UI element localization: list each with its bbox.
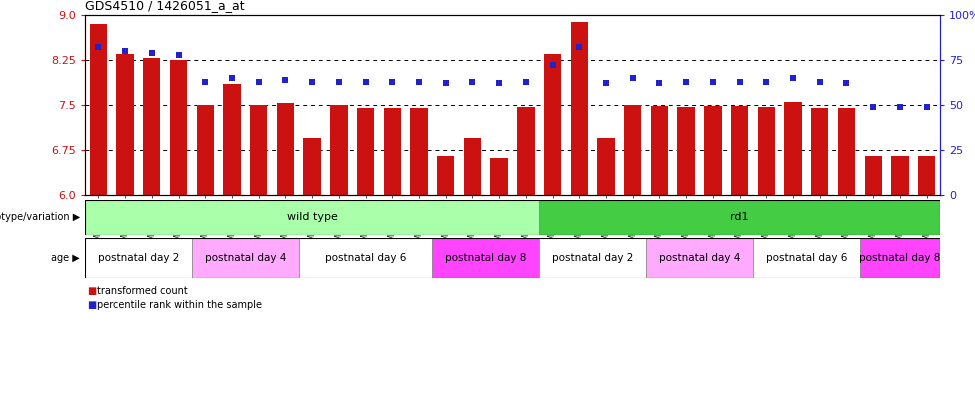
Bar xyxy=(298,238,432,278)
Point xyxy=(224,75,240,81)
Bar xyxy=(539,200,940,235)
Point xyxy=(518,79,533,85)
Bar xyxy=(197,105,214,195)
Bar xyxy=(383,108,401,195)
Text: postnatal day 4: postnatal day 4 xyxy=(659,253,740,263)
Bar xyxy=(116,54,134,195)
Bar xyxy=(143,58,161,195)
Point xyxy=(651,80,667,86)
Point xyxy=(304,79,320,85)
Point xyxy=(251,79,266,85)
Point xyxy=(866,104,881,110)
Bar xyxy=(539,238,646,278)
Point xyxy=(599,80,614,86)
Point xyxy=(197,79,213,85)
Bar xyxy=(624,105,642,195)
Bar xyxy=(917,156,935,195)
Bar xyxy=(85,200,539,235)
Bar xyxy=(891,156,909,195)
Point xyxy=(491,80,507,86)
Text: postnatal day 8: postnatal day 8 xyxy=(859,253,941,263)
Bar xyxy=(650,106,668,195)
Bar xyxy=(250,105,267,195)
Point xyxy=(438,80,453,86)
Bar xyxy=(464,138,481,195)
Point xyxy=(144,50,160,56)
Bar xyxy=(753,238,860,278)
Point xyxy=(838,80,854,86)
Bar xyxy=(865,156,881,195)
Bar xyxy=(860,238,940,278)
Point xyxy=(91,44,106,51)
Bar xyxy=(410,108,428,195)
Text: postnatal day 2: postnatal day 2 xyxy=(552,253,634,263)
Bar xyxy=(544,54,562,195)
Text: postnatal day 6: postnatal day 6 xyxy=(325,253,407,263)
Point xyxy=(705,79,721,85)
Bar xyxy=(90,24,107,195)
Bar xyxy=(331,105,347,195)
Bar xyxy=(357,108,374,195)
Point xyxy=(117,48,133,54)
Bar xyxy=(192,238,298,278)
Point xyxy=(278,77,293,83)
Bar xyxy=(432,238,539,278)
Point xyxy=(571,44,587,51)
Point xyxy=(918,104,934,110)
Point xyxy=(545,62,561,68)
Bar xyxy=(170,60,187,195)
Point xyxy=(411,79,427,85)
Bar xyxy=(646,238,753,278)
Text: transformed count: transformed count xyxy=(97,286,188,296)
Bar xyxy=(784,102,801,195)
Point xyxy=(625,75,641,81)
Text: ■: ■ xyxy=(87,300,97,310)
Point xyxy=(679,79,694,85)
Point xyxy=(732,79,748,85)
Text: ■: ■ xyxy=(87,286,97,296)
Bar xyxy=(811,108,829,195)
Text: postnatal day 6: postnatal day 6 xyxy=(765,253,847,263)
Bar xyxy=(85,238,192,278)
Text: postnatal day 2: postnatal day 2 xyxy=(98,253,179,263)
Bar xyxy=(678,107,695,195)
Text: postnatal day 4: postnatal day 4 xyxy=(205,253,286,263)
Point xyxy=(759,79,774,85)
Point xyxy=(812,79,828,85)
Bar xyxy=(437,156,454,195)
Text: postnatal day 8: postnatal day 8 xyxy=(446,253,526,263)
Bar xyxy=(704,106,722,195)
Bar xyxy=(731,106,748,195)
Point xyxy=(785,75,800,81)
Bar xyxy=(570,22,588,195)
Bar xyxy=(303,138,321,195)
Text: wild type: wild type xyxy=(287,213,337,222)
Text: GDS4510 / 1426051_a_at: GDS4510 / 1426051_a_at xyxy=(85,0,245,13)
Bar xyxy=(758,107,775,195)
Text: percentile rank within the sample: percentile rank within the sample xyxy=(97,300,262,310)
Bar xyxy=(838,108,855,195)
Text: rd1: rd1 xyxy=(730,213,749,222)
Point xyxy=(358,79,373,85)
Bar xyxy=(223,84,241,195)
Bar xyxy=(490,158,508,195)
Point xyxy=(384,79,400,85)
Bar xyxy=(598,138,614,195)
Bar xyxy=(277,103,294,195)
Point xyxy=(332,79,347,85)
Point xyxy=(171,51,186,58)
Point xyxy=(892,104,908,110)
Bar xyxy=(517,107,534,195)
Point xyxy=(465,79,481,85)
Text: age ▶: age ▶ xyxy=(52,253,80,263)
Text: genotype/variation ▶: genotype/variation ▶ xyxy=(0,213,80,222)
